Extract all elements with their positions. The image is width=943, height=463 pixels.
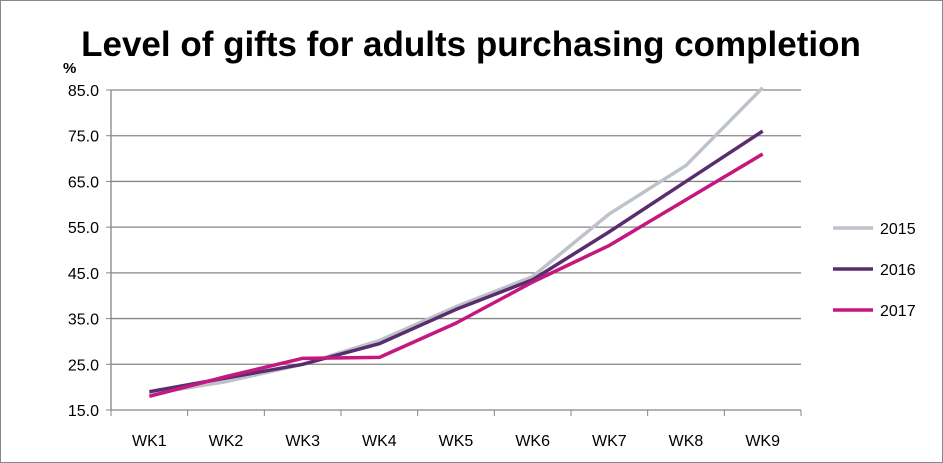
- y-tick-label: 45.0: [68, 266, 99, 283]
- y-tick-label: 65.0: [68, 174, 99, 191]
- x-tick-label: WK9: [745, 433, 780, 450]
- legend-label-2015: 2015: [880, 221, 916, 238]
- x-tick-label: WK5: [439, 433, 474, 450]
- y-tick-label: 35.0: [68, 312, 99, 329]
- x-tick-label: WK4: [362, 433, 397, 450]
- x-tick-label: WK2: [209, 433, 244, 450]
- series-line-2017: [148, 152, 764, 398]
- series-line-2015: [149, 86, 764, 396]
- series-line-2016: [149, 129, 764, 394]
- x-tick-label: WK8: [669, 433, 704, 450]
- y-tick-label: 15.0: [68, 403, 99, 420]
- y-axis-label: %: [63, 60, 76, 77]
- y-tick-label: 75.0: [68, 129, 99, 146]
- x-tick-label: WK3: [285, 433, 320, 450]
- legend-label-2017: 2017: [880, 303, 916, 320]
- y-tick-label: 85.0: [68, 83, 99, 100]
- y-tick-label: 25.0: [68, 357, 99, 374]
- x-tick-label: WK6: [515, 433, 550, 450]
- chart-title: Level of gifts for adults purchasing com…: [81, 25, 861, 64]
- x-tick-label: WK1: [132, 433, 167, 450]
- y-tick-label: 55.0: [68, 220, 99, 237]
- legend-label-2016: 2016: [880, 262, 916, 279]
- x-tick-label: WK7: [592, 433, 627, 450]
